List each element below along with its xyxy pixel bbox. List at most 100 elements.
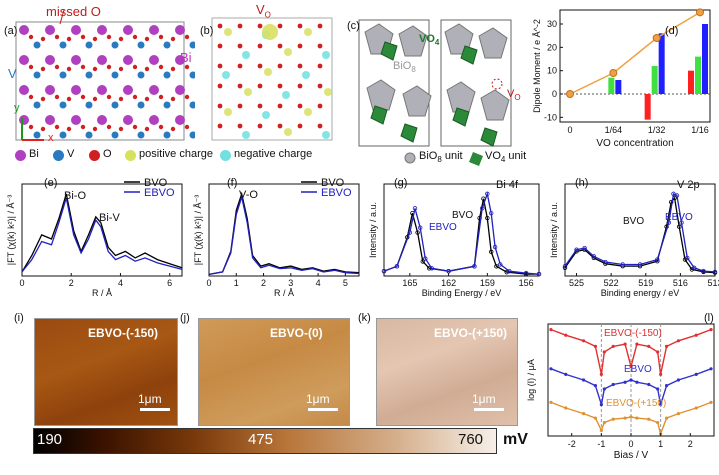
data-point xyxy=(485,215,490,221)
unit-cell-box xyxy=(15,21,185,141)
bi-atom xyxy=(175,25,185,35)
v-atom xyxy=(189,101,197,109)
iv-point xyxy=(676,378,681,382)
x-axis-label: Binding Energy / eV xyxy=(422,288,502,298)
o-atom xyxy=(317,63,323,69)
positive-charge-lobe xyxy=(324,88,332,96)
bi-atom xyxy=(45,25,55,35)
o-atom xyxy=(28,124,34,130)
x-tick-label: 5 xyxy=(343,278,348,288)
iv-point xyxy=(635,416,639,420)
afm-title-j: EBVO-(0) xyxy=(270,326,323,340)
bi-atom xyxy=(175,115,185,125)
bi-atom xyxy=(71,55,81,65)
x-tick-label: 165 xyxy=(402,278,417,288)
bi-atom xyxy=(149,115,159,125)
vo4-annotation: VO4 xyxy=(419,33,439,47)
v-atom xyxy=(85,71,93,79)
vo-annotation-c: VO xyxy=(507,88,521,102)
o-atom xyxy=(317,103,323,109)
v-element-label: V xyxy=(8,66,17,81)
negative-charge-lobe xyxy=(222,71,230,79)
positive-charge-lobe xyxy=(304,108,312,116)
bi-atom xyxy=(19,55,29,65)
data-point xyxy=(485,191,490,197)
iv-point xyxy=(676,339,681,343)
o-atom xyxy=(66,126,72,132)
plot-frame xyxy=(559,9,711,123)
x-tick-label: 1 xyxy=(658,439,663,449)
iv-point xyxy=(611,417,615,421)
v-atom xyxy=(111,71,119,79)
panel-g: 165 162 159 156 Binding Energy / eV Intensity… xyxy=(364,170,542,300)
o-atom xyxy=(54,64,60,70)
x-tick-label: 525 xyxy=(569,278,584,288)
negative-charge-lobe xyxy=(322,131,330,139)
x-axis-label: R / Å xyxy=(274,288,294,298)
positive-charge-label: positive charge xyxy=(139,148,213,160)
v-atom xyxy=(111,131,119,139)
v-atom xyxy=(137,41,145,49)
bi-atom xyxy=(97,85,107,95)
legend-ebvo-e: EBVO xyxy=(144,187,175,199)
panel-j-label: (j) xyxy=(180,312,190,324)
panel-c: (c) VO4 BiO8 VO BiO8 unit VO4 unit xyxy=(345,0,530,170)
iv-point xyxy=(664,384,669,388)
o-atom xyxy=(144,96,150,102)
o-atom xyxy=(297,83,303,89)
iv-point xyxy=(709,400,713,404)
o-atom xyxy=(118,66,124,72)
o-atom xyxy=(92,126,98,132)
v-atom xyxy=(189,71,197,79)
data-point xyxy=(489,210,494,216)
series-line-ebvo xyxy=(208,194,360,276)
v-atom xyxy=(59,101,67,109)
bi-atom xyxy=(71,25,81,35)
y-axis-label: Intensity / a.u. xyxy=(549,202,559,258)
o-atom xyxy=(158,124,164,130)
dipole-trend-line xyxy=(569,11,701,95)
bi-atom xyxy=(175,85,185,95)
iv-point xyxy=(656,420,660,425)
data-point xyxy=(685,255,690,261)
legend-ebvo-f: EBVO xyxy=(321,187,352,199)
o-atom xyxy=(237,43,243,49)
o-atom xyxy=(297,123,303,129)
x-axis-label: Binding energy / eV xyxy=(601,288,680,298)
vo4-annotation-sub: 4 xyxy=(434,38,440,48)
iv-label-minus150: EBVO-(-150) xyxy=(604,328,662,339)
vo4-unit-legend-sub: 4 xyxy=(500,155,506,165)
bi-atom xyxy=(149,55,159,65)
bi-atom xyxy=(97,55,107,65)
colorbar-gradient xyxy=(33,428,497,454)
data-point xyxy=(407,230,413,235)
vo4-unit-legend-main: VO xyxy=(485,150,501,162)
positive-charge-lobe xyxy=(224,108,232,116)
scalebar-k xyxy=(474,408,504,411)
positive-charge-lobe xyxy=(284,128,292,136)
iv-point xyxy=(676,412,681,416)
o-atom xyxy=(257,83,263,89)
o-atom xyxy=(237,103,243,109)
panel-b: (b) VO xyxy=(198,0,343,148)
vo4-annotation-main: VO xyxy=(419,33,435,45)
v-atom xyxy=(163,71,171,79)
bi-atom xyxy=(45,55,55,65)
series-line-bvo xyxy=(208,191,360,276)
data-point xyxy=(412,206,418,211)
xps-chart-g: 165 162 159 156 Binding Energy / eV Intensity… xyxy=(368,183,542,298)
vo4-tetrahedron xyxy=(380,41,398,61)
xps-chart-h: 525 522 519 516 513 Binding energy / eV Intens… xyxy=(549,183,719,298)
o-atom xyxy=(170,96,176,102)
iv-point xyxy=(635,380,639,384)
dipole-bar xyxy=(695,56,701,94)
dipole-bar xyxy=(688,70,694,94)
o-atom xyxy=(80,124,86,130)
dipole-point xyxy=(652,34,661,42)
o-atom xyxy=(106,94,112,100)
data-point xyxy=(671,191,676,197)
x-tick-label: 3 xyxy=(288,278,293,288)
bi-atom xyxy=(19,25,29,35)
iv-point xyxy=(629,364,633,369)
iv-chart-l: -2 -1 0 1 2 Bias / V log (I) / μA xyxy=(526,323,715,461)
